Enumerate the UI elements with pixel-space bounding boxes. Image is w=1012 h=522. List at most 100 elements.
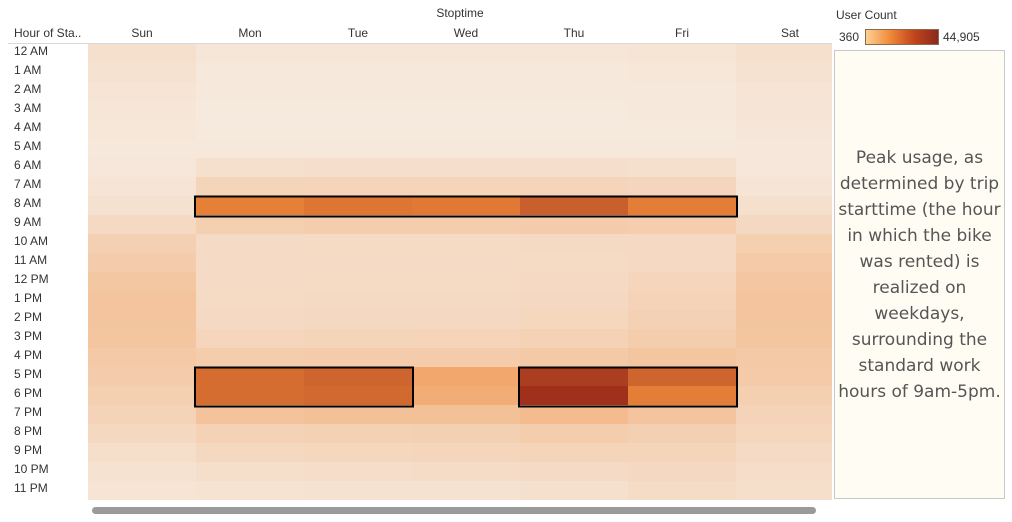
heatmap-cell[interactable] — [196, 443, 304, 462]
heatmap-cell[interactable] — [304, 386, 412, 405]
scrollbar-thumb[interactable] — [92, 507, 816, 514]
heatmap-cell[interactable] — [196, 44, 304, 63]
heatmap-cell[interactable] — [628, 481, 736, 500]
heatmap-cell[interactable] — [196, 253, 304, 272]
heatmap-cell[interactable] — [412, 196, 520, 215]
heatmap-cell[interactable] — [412, 139, 520, 158]
heatmap-cell[interactable] — [628, 424, 736, 443]
heatmap-cell[interactable] — [736, 215, 832, 234]
heatmap-cell[interactable] — [88, 291, 196, 310]
heatmap-cell[interactable] — [196, 63, 304, 82]
heatmap-cell[interactable] — [628, 215, 736, 234]
heatmap-cell[interactable] — [304, 310, 412, 329]
heatmap-cell[interactable] — [88, 310, 196, 329]
heatmap-cell[interactable] — [88, 424, 196, 443]
heatmap-cell[interactable] — [736, 291, 832, 310]
heatmap-cell[interactable] — [736, 348, 832, 367]
heatmap-cell[interactable] — [196, 272, 304, 291]
heatmap-cell[interactable] — [628, 310, 736, 329]
heatmap-cell[interactable] — [304, 120, 412, 139]
heatmap-cell[interactable] — [304, 462, 412, 481]
heatmap-cell[interactable] — [412, 462, 520, 481]
heatmap-cell[interactable] — [304, 424, 412, 443]
heatmap-cell[interactable] — [196, 196, 304, 215]
heatmap-cell[interactable] — [88, 386, 196, 405]
heatmap-cell[interactable] — [88, 348, 196, 367]
heatmap-cell[interactable] — [520, 44, 628, 63]
heatmap-cell[interactable] — [736, 405, 832, 424]
heatmap-cell[interactable] — [628, 272, 736, 291]
heatmap-cell[interactable] — [88, 462, 196, 481]
heatmap-cell[interactable] — [304, 253, 412, 272]
heatmap-cell[interactable] — [412, 253, 520, 272]
heatmap-cell[interactable] — [412, 481, 520, 500]
heatmap-cell[interactable] — [88, 120, 196, 139]
heatmap-cell[interactable] — [736, 329, 832, 348]
heatmap-cell[interactable] — [196, 481, 304, 500]
heatmap-cell[interactable] — [520, 405, 628, 424]
heatmap-cell[interactable] — [412, 329, 520, 348]
heatmap-cell[interactable] — [412, 63, 520, 82]
heatmap-cell[interactable] — [736, 177, 832, 196]
heatmap-cell[interactable] — [520, 329, 628, 348]
heatmap-cell[interactable] — [304, 158, 412, 177]
heatmap-cell[interactable] — [196, 234, 304, 253]
heatmap-cell[interactable] — [628, 101, 736, 120]
heatmap-cell[interactable] — [88, 139, 196, 158]
heatmap-cell[interactable] — [520, 234, 628, 253]
heatmap-cell[interactable] — [196, 158, 304, 177]
heatmap-cell[interactable] — [412, 234, 520, 253]
heatmap-cell[interactable] — [520, 82, 628, 101]
heatmap-cell[interactable] — [628, 386, 736, 405]
heatmap-cell[interactable] — [412, 310, 520, 329]
heatmap-cell[interactable] — [304, 139, 412, 158]
heatmap-cell[interactable] — [628, 82, 736, 101]
heatmap-cell[interactable] — [628, 367, 736, 386]
heatmap-cell[interactable] — [736, 310, 832, 329]
heatmap-cell[interactable] — [628, 462, 736, 481]
heatmap-cell[interactable] — [196, 215, 304, 234]
heatmap-cell[interactable] — [520, 272, 628, 291]
heatmap-cell[interactable] — [196, 367, 304, 386]
heatmap-cell[interactable] — [304, 215, 412, 234]
heatmap-cell[interactable] — [412, 101, 520, 120]
heatmap-cell[interactable] — [88, 44, 196, 63]
heatmap-cell[interactable] — [520, 63, 628, 82]
heatmap-cell[interactable] — [88, 63, 196, 82]
heatmap-cell[interactable] — [736, 424, 832, 443]
heatmap-cell[interactable] — [736, 63, 832, 82]
heatmap-cell[interactable] — [736, 196, 832, 215]
heatmap-cell[interactable] — [628, 253, 736, 272]
heatmap-cell[interactable] — [88, 101, 196, 120]
heatmap-cell[interactable] — [736, 120, 832, 139]
heatmap-cell[interactable] — [736, 234, 832, 253]
heatmap-cell[interactable] — [736, 462, 832, 481]
heatmap-cell[interactable] — [88, 329, 196, 348]
heatmap-cell[interactable] — [520, 462, 628, 481]
heatmap-cell[interactable] — [304, 348, 412, 367]
heatmap-cell[interactable] — [628, 348, 736, 367]
heatmap-cell[interactable] — [196, 310, 304, 329]
heatmap-cell[interactable] — [520, 367, 628, 386]
heatmap-cell[interactable] — [412, 158, 520, 177]
heatmap-cell[interactable] — [628, 158, 736, 177]
heatmap-cell[interactable] — [88, 367, 196, 386]
heatmap-cell[interactable] — [628, 443, 736, 462]
heatmap-cell[interactable] — [196, 120, 304, 139]
heatmap-cell[interactable] — [88, 253, 196, 272]
heatmap-cell[interactable] — [628, 234, 736, 253]
heatmap-cell[interactable] — [196, 348, 304, 367]
heatmap-cell[interactable] — [304, 291, 412, 310]
heatmap-cell[interactable] — [628, 291, 736, 310]
heatmap-cell[interactable] — [520, 177, 628, 196]
heatmap-cell[interactable] — [412, 424, 520, 443]
heatmap-cell[interactable] — [196, 329, 304, 348]
heatmap-cell[interactable] — [520, 158, 628, 177]
heatmap-cell[interactable] — [88, 272, 196, 291]
heatmap-cell[interactable] — [520, 310, 628, 329]
heatmap-cell[interactable] — [304, 234, 412, 253]
heatmap-cell[interactable] — [628, 329, 736, 348]
heatmap-cell[interactable] — [628, 177, 736, 196]
heatmap-cell[interactable] — [304, 481, 412, 500]
heatmap-cell[interactable] — [196, 82, 304, 101]
